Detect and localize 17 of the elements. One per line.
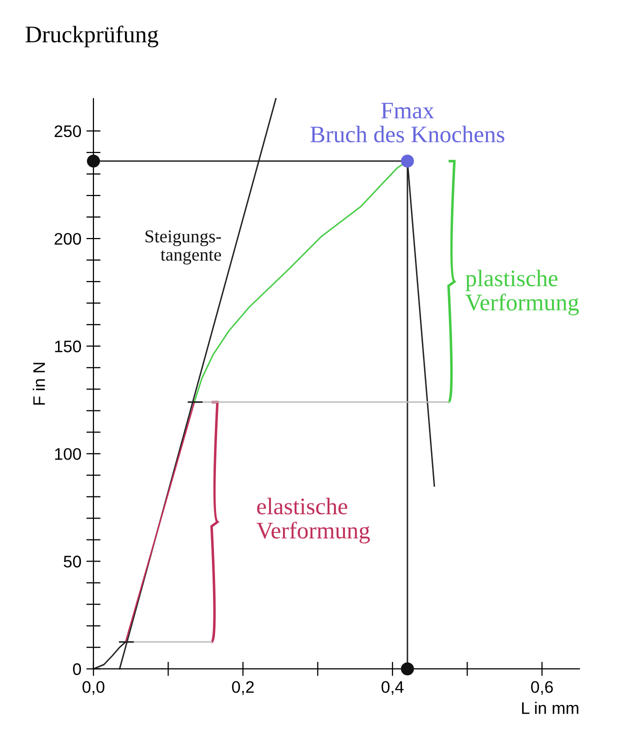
x-axis-title: L in mm — [522, 702, 578, 714]
annotation: elastische Verformung — [256, 498, 370, 544]
y-tick-label: 250 — [54, 125, 81, 138]
y-tick-label: 100 — [55, 448, 81, 460]
x-tick-label: 0,2 — [232, 681, 254, 695]
x-tick-label: 0,0 — [82, 681, 104, 695]
x-tick-label: 0,4 — [382, 681, 404, 695]
chart-title: Druckprüfung — [26, 26, 158, 48]
annotation: plastische Verformung — [465, 270, 579, 316]
x-tick-label: 0,6 — [531, 681, 553, 695]
y-tick-label: 50 — [64, 556, 81, 568]
y-tick-label: 150 — [55, 340, 81, 352]
y-axis-title: F in N — [32, 362, 45, 405]
y-tick-label: 0 — [73, 663, 81, 676]
annotation: Steigungs- tangente — [146, 230, 221, 264]
annotation: Fmax Bruch des Knochens — [310, 102, 504, 142]
y-tick-label: 200 — [54, 232, 81, 245]
